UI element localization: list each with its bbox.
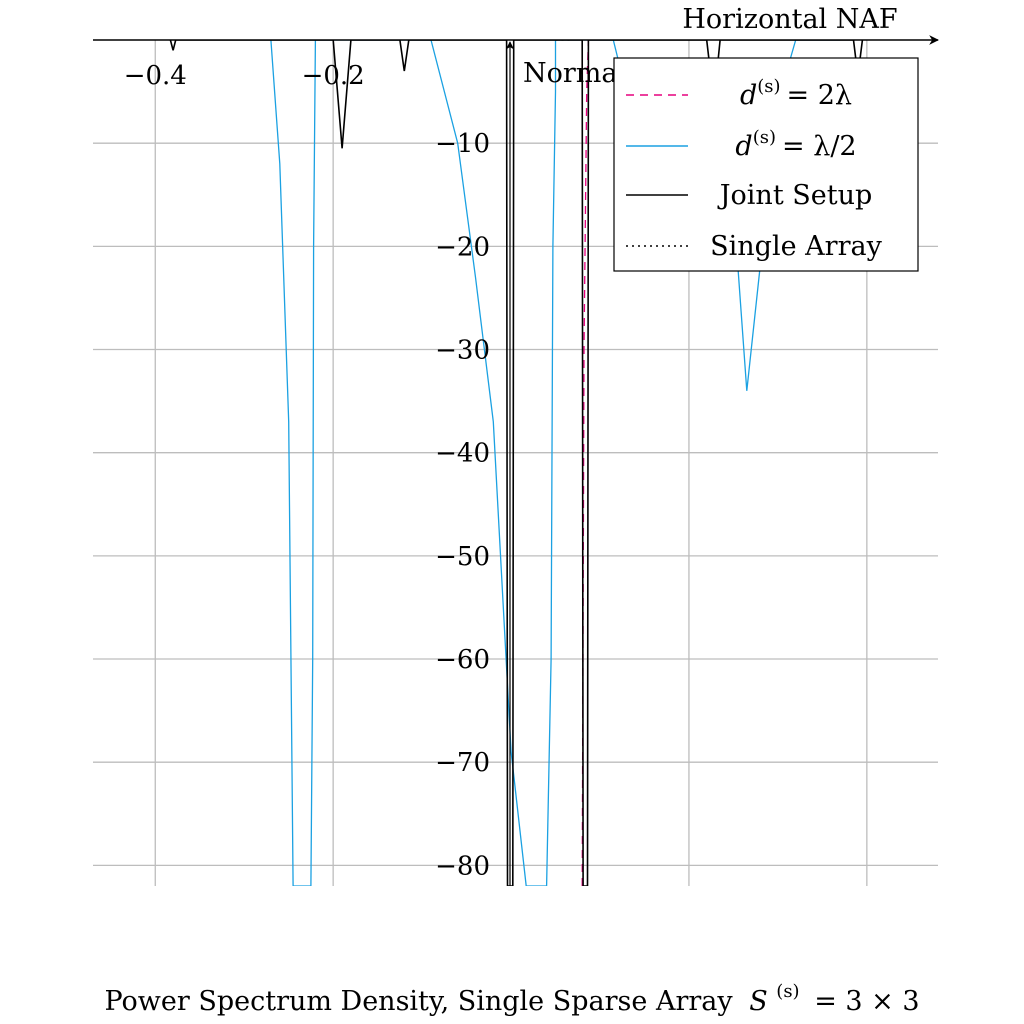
legend-box — [613, 57, 919, 272]
y-tick-label: −30 — [435, 336, 490, 366]
axes — [93, 35, 939, 886]
legend-entry-3: Joint Setup — [717, 180, 873, 211]
y-tick-label: −20 — [435, 232, 490, 262]
chart-caption: Power Spectrum Density, Single Sparse Ar… — [104, 973, 919, 1017]
chart-title: Horizontal NAF — [682, 4, 897, 35]
legend: d(s) = 2λ d(s) = λ/2 Joint Setup Single Array — [613, 57, 919, 272]
series-line-2 — [270, 40, 841, 886]
legend-entry-4: Single Array — [710, 231, 882, 262]
y-tick-label: −70 — [435, 748, 490, 778]
legend-entry-1: d(s) = 2λ — [740, 76, 852, 111]
x-tick-label: −0.4 — [124, 61, 187, 91]
legend-entry-2: d(s) = λ/2 — [735, 127, 856, 162]
y-tick-label: −40 — [435, 439, 490, 469]
y-tick-label: −10 — [435, 129, 490, 159]
y-tick-label: −60 — [435, 645, 490, 675]
y-tick-label: −80 — [435, 851, 490, 881]
tick-labels: −0.4 −0.2 −10 −20 −30 −40 −50 −60 −70 −80 — [124, 61, 490, 881]
y-tick-label: −50 — [435, 542, 490, 572]
x-tick-label: −0.2 — [302, 61, 365, 91]
